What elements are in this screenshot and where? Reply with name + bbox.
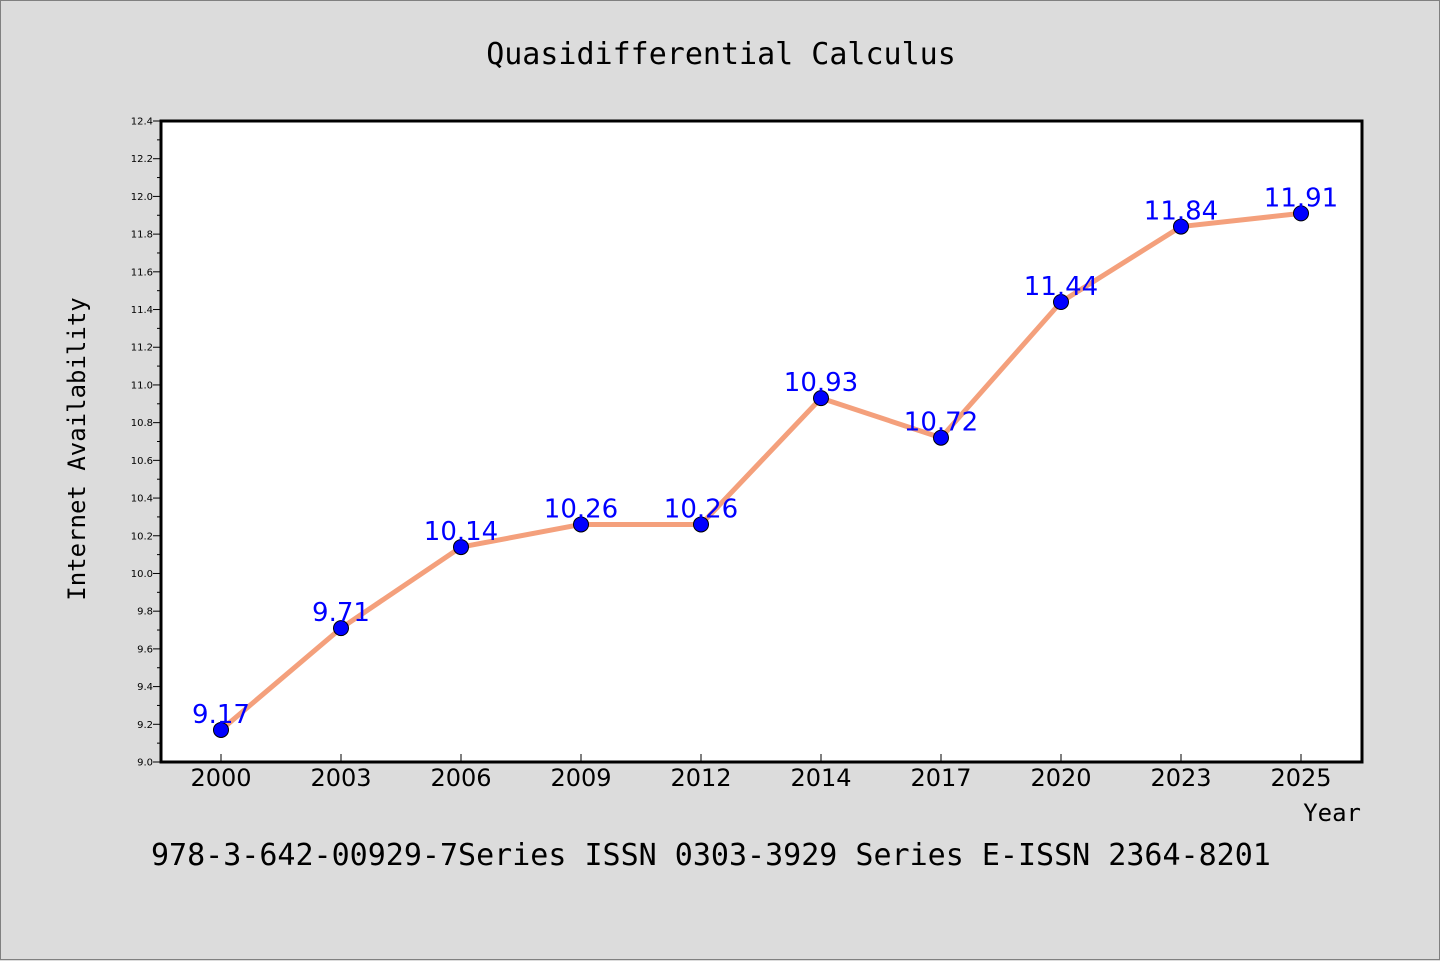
data-label: 9.71	[312, 598, 370, 628]
data-label: 10.14	[424, 517, 498, 547]
x-tick-label: 2025	[1270, 764, 1331, 792]
y-axis: 9.0 9.2 9.4 9.6 9.8 10.0 10.2 10.4 10.6 10.8 11.0 1…	[131, 117, 161, 769]
data-point	[1173, 218, 1189, 235]
y-tick-label: 9.0	[137, 758, 153, 769]
x-tick-label: 2012	[670, 764, 731, 792]
x-tick-label: 2020	[1030, 764, 1091, 792]
data-point	[813, 390, 829, 407]
x-tick-label: 2009	[550, 764, 611, 792]
x-tick-label: 2014	[790, 764, 851, 792]
y-tick-label: 10.4	[131, 494, 153, 505]
data-label: 10.26	[664, 494, 738, 524]
y-tick-label: 10.8	[131, 418, 153, 429]
y-tick-label: 11.8	[131, 230, 153, 241]
plot-area	[159, 119, 1364, 764]
x-tick-label: 2006	[430, 764, 491, 792]
data-label: 11.44	[1024, 272, 1098, 302]
data-label: 11.91	[1264, 183, 1338, 213]
series-line	[218, 210, 1304, 733]
y-tick-label: 9.6	[137, 644, 153, 655]
chart-title: Quasidifferential Calculus	[486, 37, 956, 72]
y-tick-label: 9.2	[137, 720, 153, 731]
y-tick-label: 10.2	[131, 531, 153, 542]
data-label: 10.72	[904, 408, 978, 438]
footer-identifier: 978-3-642-00929-7Series ISSN 0303-3929 S…	[151, 838, 1271, 873]
x-tick-label: 2017	[910, 764, 971, 792]
data-point	[693, 516, 709, 533]
data-point	[933, 429, 949, 446]
y-tick-label: 11.4	[131, 305, 153, 316]
y-tick-label: 12.2	[131, 154, 153, 165]
y-tick-label: 10.6	[131, 456, 153, 467]
y-tick-label: 9.4	[137, 682, 153, 693]
data-point	[453, 539, 469, 556]
y-tick-label: 12.4	[131, 117, 153, 128]
x-tick-label: 2000	[190, 764, 251, 792]
x-axis-label: Year	[1303, 799, 1361, 827]
series-layer: 9.17 9.71 10.14 10.26 10.26 10.93 10.72 11.44 11…	[192, 183, 1338, 738]
data-label: 10.26	[544, 494, 618, 524]
data-point	[573, 516, 589, 533]
y-tick-label: 9.8	[137, 607, 153, 618]
data-point	[1053, 293, 1069, 310]
data-label: 11.84	[1144, 197, 1218, 227]
y-tick-label: 12.0	[131, 192, 153, 203]
data-label: 10.93	[784, 368, 858, 398]
data-point	[1293, 205, 1309, 222]
x-tick-label: 2023	[1150, 764, 1211, 792]
y-axis-label: Internet Availability	[63, 297, 91, 600]
x-tick-label: 2003	[310, 764, 371, 792]
x-axis: 2000 2003 2006 2009 2012 2014 2017 2020 2023 2025	[190, 754, 1332, 792]
y-tick-label: 11.2	[131, 343, 153, 354]
y-tick-label: 11.6	[131, 267, 153, 278]
y-tick-label: 10.0	[131, 569, 153, 580]
data-point	[333, 620, 349, 637]
data-point	[213, 721, 229, 738]
data-label: 9.17	[192, 700, 250, 730]
y-tick-label: 11.0	[131, 380, 153, 391]
